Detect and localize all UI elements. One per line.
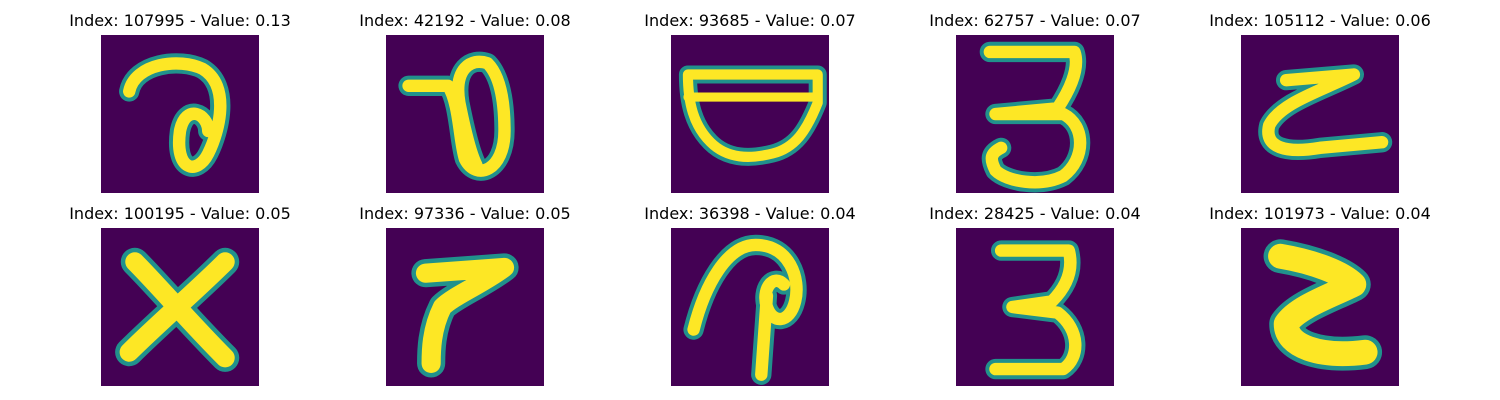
panel-title: Index: 93685 - Value: 0.07 [644,11,856,30]
panel-title: Index: 36398 - Value: 0.04 [644,204,856,223]
panel-title: Index: 28425 - Value: 0.04 [929,204,1141,223]
digit-image [1241,35,1399,193]
panel-title: Index: 100195 - Value: 0.05 [69,204,291,223]
digit-image [101,35,259,193]
panel-title: Index: 97336 - Value: 0.05 [359,204,571,223]
digit-image [386,228,544,386]
panel-title: Index: 101973 - Value: 0.04 [1209,204,1431,223]
panel-title: Index: 105112 - Value: 0.06 [1209,11,1431,30]
panel-title: Index: 62757 - Value: 0.07 [929,11,1141,30]
digit-image [1241,228,1399,386]
digit-image [101,228,259,386]
panel-title: Index: 107995 - Value: 0.13 [69,11,291,30]
digit-image [956,228,1114,386]
digit-image [671,35,829,193]
digit-image [386,35,544,193]
digit-image [671,228,829,386]
digit-image [956,35,1114,193]
panel-title: Index: 42192 - Value: 0.08 [359,11,571,30]
